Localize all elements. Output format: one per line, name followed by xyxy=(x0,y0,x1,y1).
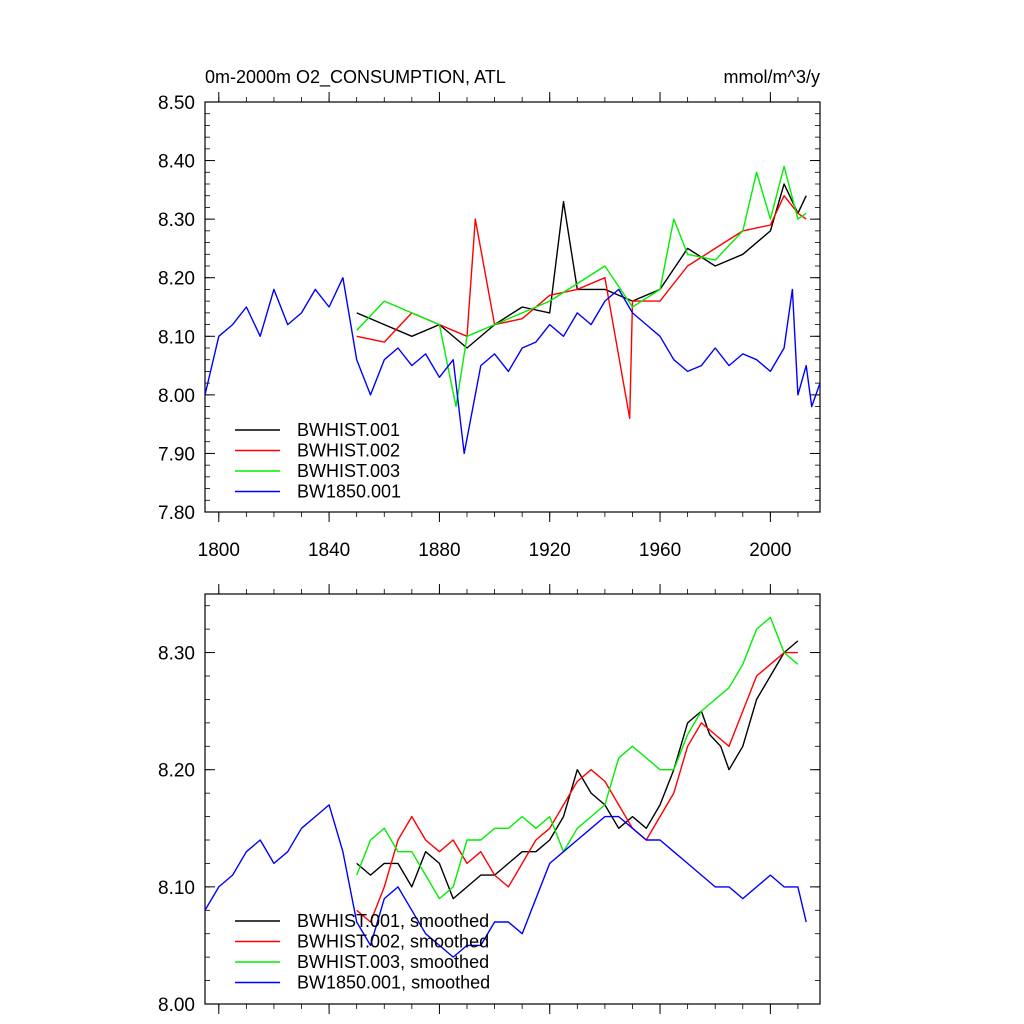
y-tick-label: 7.80 xyxy=(158,503,195,524)
x-tick-label: 1920 xyxy=(529,540,571,561)
plot-frame xyxy=(204,101,821,513)
series-line-1 xyxy=(356,640,799,900)
series-line-4 xyxy=(205,804,807,958)
y-tick-label: 8.10 xyxy=(158,878,195,899)
y-tick-label: 8.50 xyxy=(158,93,195,114)
series-line-4 xyxy=(205,277,820,455)
legend-label: BWHIST.003 xyxy=(297,461,400,481)
y-tick-label: 8.30 xyxy=(158,644,195,665)
legend-label: BW1850.001, smoothed xyxy=(297,973,490,993)
y-tick-label: 8.30 xyxy=(158,210,195,231)
series-line-1 xyxy=(356,183,807,349)
x-tick-label: 1880 xyxy=(418,540,460,561)
y-tick-label: 8.10 xyxy=(158,327,195,348)
series-line-3 xyxy=(356,616,799,900)
legend-label: BWHIST.003, smoothed xyxy=(297,952,489,972)
legend-label: BWHIST.002 xyxy=(297,441,400,461)
x-tick-label: 1960 xyxy=(639,540,681,561)
legend-label: BWHIST.001 xyxy=(297,420,400,440)
y-tick-label: 8.00 xyxy=(158,995,195,1016)
series-line-2 xyxy=(356,651,798,923)
y-tick-label: 8.20 xyxy=(158,269,195,290)
x-tick-label: 2000 xyxy=(749,540,791,561)
y-tick-label: 8.00 xyxy=(158,386,195,407)
series-line-3 xyxy=(356,165,807,408)
legend-label: BW1850.001 xyxy=(297,482,401,502)
y-tick-label: 8.40 xyxy=(158,152,195,173)
legend-label: BWHIST.001, smoothed xyxy=(297,911,489,931)
top-chart-panel: 7.80 7.90 8.00 8.10 8.20 8.30 8.40 8.50 1800 1840… xyxy=(158,92,821,561)
x-tick-label: 1800 xyxy=(198,540,240,561)
plot-frame xyxy=(204,593,821,1005)
y-tick-label: 7.90 xyxy=(158,444,195,465)
series-line-2 xyxy=(356,194,807,419)
chart-title: 0m-2000m O2_CONSUMPTION, ATL xyxy=(205,67,506,88)
chart-units: mmol/m^3/y xyxy=(724,67,820,87)
legend-label: BWHIST.002, smoothed xyxy=(297,932,489,952)
y-tick-label: 8.20 xyxy=(158,761,195,782)
x-tick-label: 1840 xyxy=(308,540,350,561)
